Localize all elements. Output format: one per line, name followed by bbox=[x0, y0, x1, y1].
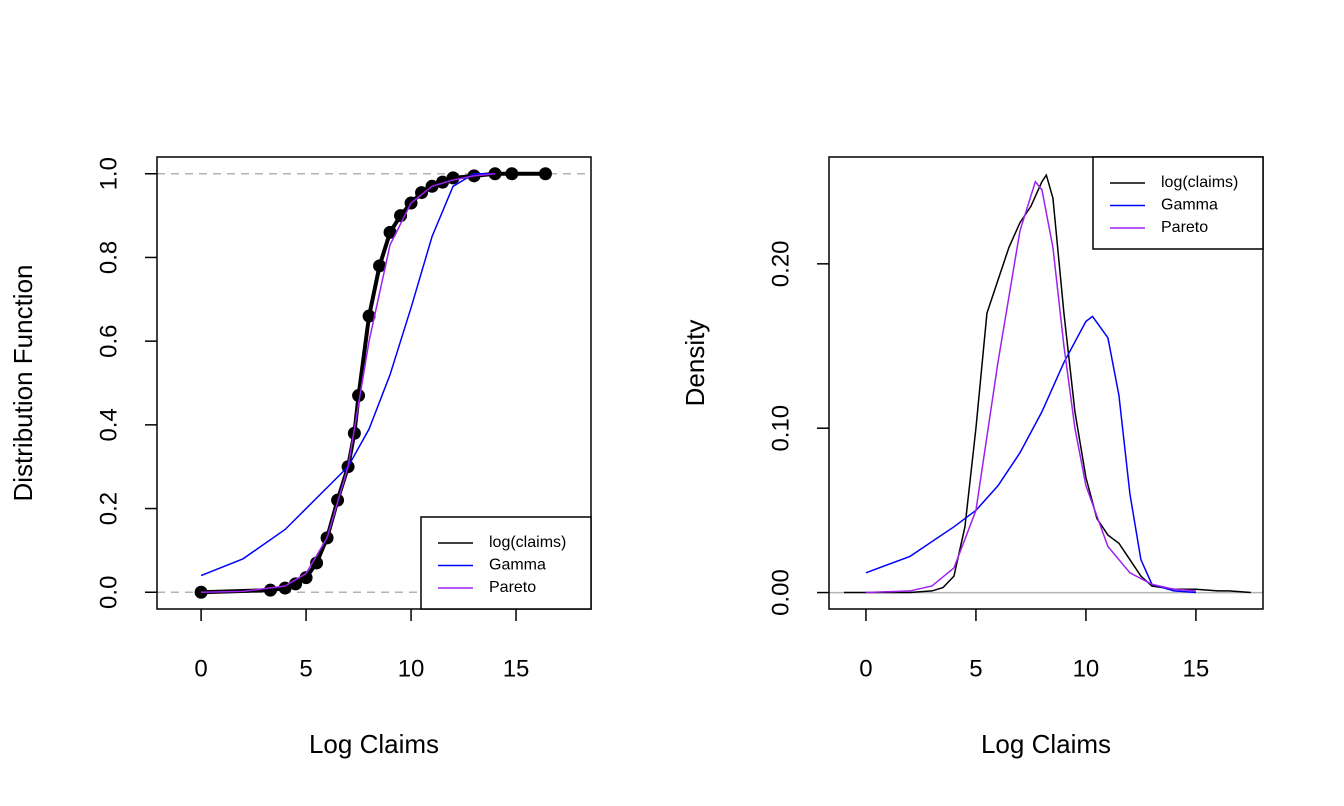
x-tick-label: 5 bbox=[299, 655, 312, 682]
y-tick-label: 0.0 bbox=[95, 576, 122, 609]
data-point bbox=[538, 167, 552, 181]
x-tick-label: 10 bbox=[1073, 655, 1100, 682]
legend-label: log(claims) bbox=[1161, 174, 1238, 191]
y-tick-label: 0.20 bbox=[767, 240, 794, 287]
y-tick-label: 0.2 bbox=[95, 492, 122, 525]
x-tick-label: 15 bbox=[503, 655, 530, 682]
y-tick-label: 0.8 bbox=[95, 241, 122, 274]
y-tick-label: 0.4 bbox=[95, 408, 122, 441]
data-point bbox=[436, 175, 450, 189]
plot-frame bbox=[156, 156, 592, 610]
x-axis-title: Log Claims bbox=[981, 729, 1111, 759]
data-point bbox=[505, 167, 519, 181]
y-axis-title: Distribution Function bbox=[8, 265, 38, 502]
series-line bbox=[865, 315, 1196, 594]
legend-label: Gamma bbox=[489, 557, 546, 574]
series-line bbox=[200, 172, 496, 577]
y-tick-label: 1.0 bbox=[95, 157, 122, 190]
x-axis-title: Log Claims bbox=[309, 729, 439, 759]
x-tick-label: 5 bbox=[969, 655, 982, 682]
data-point bbox=[446, 171, 460, 185]
data-point bbox=[383, 225, 397, 239]
x-tick-label: 0 bbox=[859, 655, 872, 682]
legend-label: Pareto bbox=[489, 579, 536, 596]
legend-label: Gamma bbox=[1161, 197, 1218, 214]
x-tick-label: 15 bbox=[1183, 655, 1210, 682]
y-axis-title: Density bbox=[680, 320, 710, 407]
legend-label: log(claims) bbox=[489, 534, 566, 551]
data-point bbox=[415, 186, 429, 200]
x-tick-label: 0 bbox=[194, 655, 207, 682]
panel: 0 5 10 15 0.0 0.2 0.4 0.6 0.8 1.0 Log Claims Distri… bbox=[8, 156, 592, 759]
x-tick-label: 10 bbox=[398, 655, 425, 682]
data-point bbox=[263, 583, 277, 597]
plot-frame bbox=[828, 156, 1264, 610]
y-tick-label: 0.6 bbox=[95, 324, 122, 357]
y-tick-label: 0.00 bbox=[767, 569, 794, 616]
series-line bbox=[201, 172, 496, 594]
series-line bbox=[865, 180, 1196, 594]
data-point bbox=[299, 571, 313, 585]
panel: 0 5 10 15 0.00 0.10 0.20 Log Claims Density log(c… bbox=[680, 156, 1264, 759]
data-point bbox=[362, 309, 376, 323]
legend-box bbox=[1092, 156, 1264, 250]
y-tick-label: 0.10 bbox=[767, 405, 794, 452]
data-point bbox=[373, 259, 387, 273]
legend-box bbox=[420, 516, 592, 610]
legend-label: Pareto bbox=[1161, 219, 1208, 236]
data-point bbox=[352, 389, 366, 403]
data-point bbox=[289, 577, 303, 591]
